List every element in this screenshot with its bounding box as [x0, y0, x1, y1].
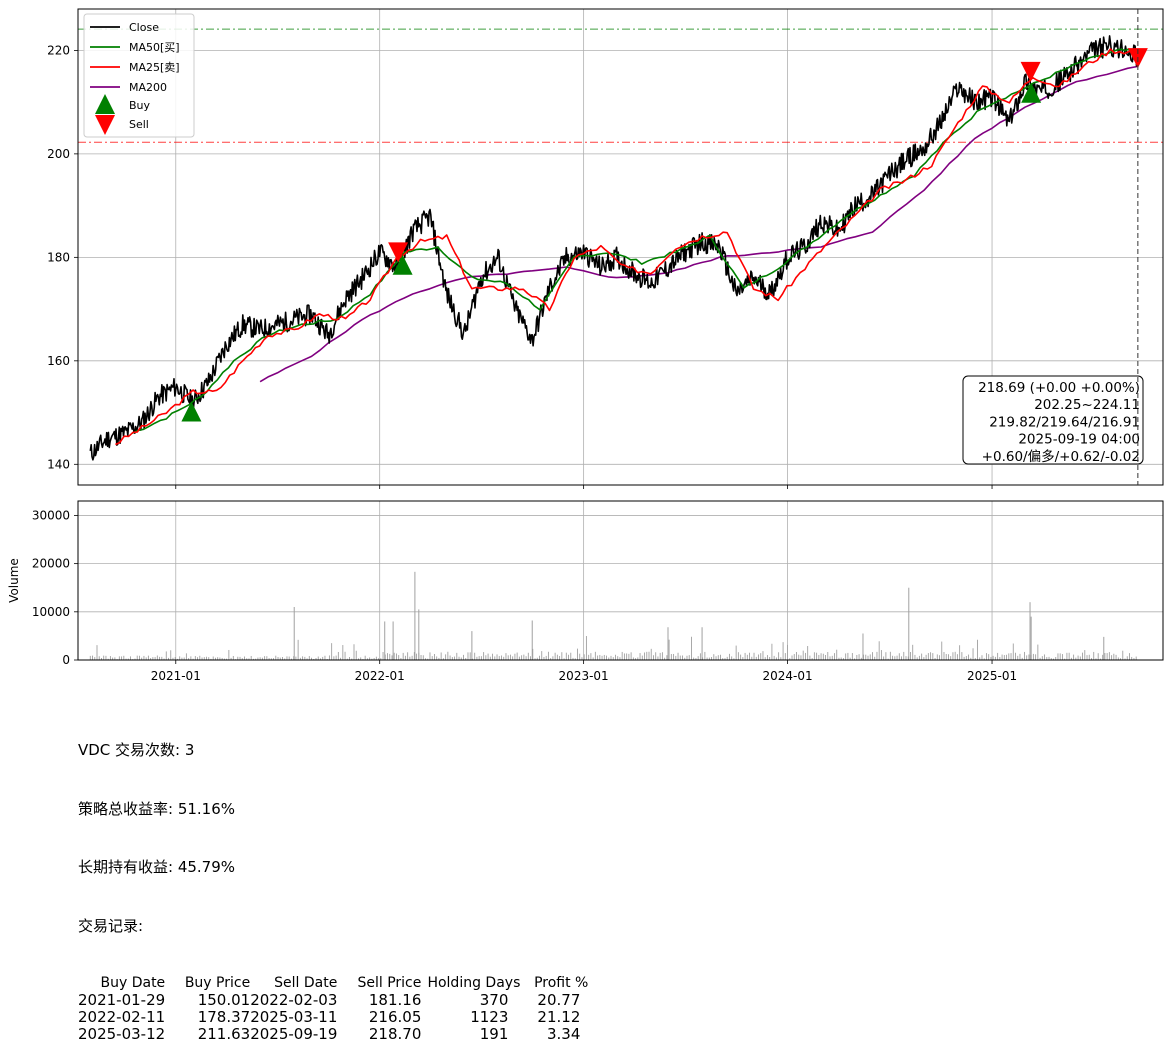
sell-date: 2022-02-03: [250, 991, 338, 1009]
info-line: 2025-09-19 04:00: [1018, 432, 1140, 448]
sell-date: 2025-03-11: [250, 1008, 338, 1026]
volume-axis-label: Volume: [7, 558, 21, 603]
trades-header-row: Buy Date Buy Price Sell Date Sell Price …: [78, 975, 589, 992]
profit: 21.12: [537, 1008, 581, 1026]
y-tick-label: 200: [47, 147, 70, 161]
sell-price: 218.70: [368, 1025, 422, 1043]
buy-date: 2021-01-29: [78, 991, 166, 1009]
legend: Close MA50[买] MA25[卖] MA200 Buy Sell: [83, 13, 195, 138]
trade-row: 2025-03-12 211.63 2025-09-19 218.70 191 …: [78, 1026, 588, 1043]
legend-label: MA50[买]: [129, 41, 180, 54]
buy-date: 2022-02-11: [78, 1008, 166, 1026]
profit: 3.34: [546, 1025, 581, 1043]
price-panel: 140 160 180 200 220 Close MA50[买] MA25[卖] MA200 B…: [47, 8, 1164, 489]
volume-bars: [89, 571, 1137, 660]
ma200-line: [259, 65, 1139, 383]
info-line: 202.25~224.11: [1034, 397, 1140, 413]
trade-row: 2022-02-11 178.37 2025-03-11 216.05 1123…: [78, 1009, 588, 1026]
holding-days: 370: [479, 991, 509, 1009]
x-tick-label: 2021-01: [151, 669, 201, 683]
sell-marker: [388, 242, 409, 263]
strategy-return: 策略总收益率: 51.16%: [78, 799, 236, 818]
col-holding-days: Holding Days: [427, 975, 521, 991]
holding-days: 191: [479, 1025, 509, 1043]
col-buy-date: Buy Date: [100, 975, 166, 991]
legend-label: Close: [129, 21, 159, 34]
sell-date: 2025-09-19: [250, 1025, 338, 1043]
trade-row: 2021-01-29 150.01 2022-02-03 181.16 370 …: [78, 992, 588, 1009]
trade-count: VDC 交易次数: 3: [78, 741, 195, 759]
sell-marker: [1020, 61, 1041, 82]
y-tick-label: 30000: [32, 508, 70, 522]
y-tick-label: 140: [47, 457, 70, 471]
records-title: 交易记录:: [78, 916, 144, 935]
legend-label: Sell: [129, 118, 149, 131]
ma25-line: [115, 48, 1139, 446]
volume-axes-frame: [77, 500, 1164, 661]
holding-days: 1123: [470, 1008, 509, 1026]
y-tick-label: 0: [62, 653, 70, 667]
y-tick-label: 160: [47, 354, 70, 368]
y-tick-label: 20000: [32, 557, 70, 571]
info-line: 218.69 (+0.00 +0.00%): [978, 380, 1140, 396]
buy-price: 150.01: [197, 991, 251, 1009]
legend-swatch: [95, 115, 115, 135]
info-line: +0.60/偏多/+0.62/-0.02: [982, 448, 1140, 465]
col-sell-price: Sell Price: [357, 975, 422, 991]
buy-marker: [181, 401, 202, 422]
info-box: 218.69 (+0.00 +0.00%)202.25~224.11219.82…: [962, 375, 1144, 465]
x-tick-label: 2022-01: [355, 669, 405, 683]
stock-chart: 140 160 180 200 220 Close MA50[买] MA25[卖] MA200 B…: [7, 8, 1164, 683]
buy-marker: [1021, 82, 1042, 103]
x-tick-label: 2025-01: [967, 669, 1017, 683]
info-line: 219.82/219.64/216.91: [989, 414, 1140, 430]
legend-box: [83, 13, 195, 138]
y-tick-label: 180: [47, 250, 70, 264]
strategy-summary: VDC 交易次数: 3 策略总收益率: 51.16% 长期持有收益: 45.79…: [78, 702, 588, 1063]
trades-table: Buy Date Buy Price Sell Date Sell Price …: [78, 975, 588, 1043]
close-line: [89, 35, 1139, 461]
hold-return: 长期持有收益: 45.79%: [78, 858, 236, 876]
x-tick-label: 2023-01: [559, 669, 609, 683]
volume-panel: 2021-01 2022-01 2023-01 2024-01 2025-01 0 1000…: [7, 500, 1164, 683]
buy-marker: [392, 254, 413, 275]
legend-label: Buy: [129, 99, 151, 112]
legend-label: MA25[卖]: [129, 61, 180, 74]
price-axes-frame: [77, 8, 1164, 486]
legend-swatch: [95, 94, 115, 114]
sell-price: 181.16: [368, 991, 422, 1009]
buy-price: 178.37: [197, 1008, 251, 1026]
y-tick-label: 220: [47, 43, 70, 57]
buy-date: 2025-03-12: [78, 1025, 166, 1043]
sell-price: 216.05: [368, 1008, 422, 1026]
col-profit: Profit %: [534, 975, 589, 991]
ma50-line: [131, 48, 1139, 435]
x-tick-label: 2024-01: [762, 669, 812, 683]
profit: 20.77: [537, 991, 581, 1009]
info-box-frame: [962, 375, 1144, 465]
legend-label: MA200: [129, 81, 167, 94]
y-tick-label: 10000: [32, 605, 70, 619]
buy-price: 211.63: [197, 1025, 251, 1043]
col-buy-price: Buy Price: [184, 975, 251, 991]
col-sell-date: Sell Date: [274, 975, 338, 991]
